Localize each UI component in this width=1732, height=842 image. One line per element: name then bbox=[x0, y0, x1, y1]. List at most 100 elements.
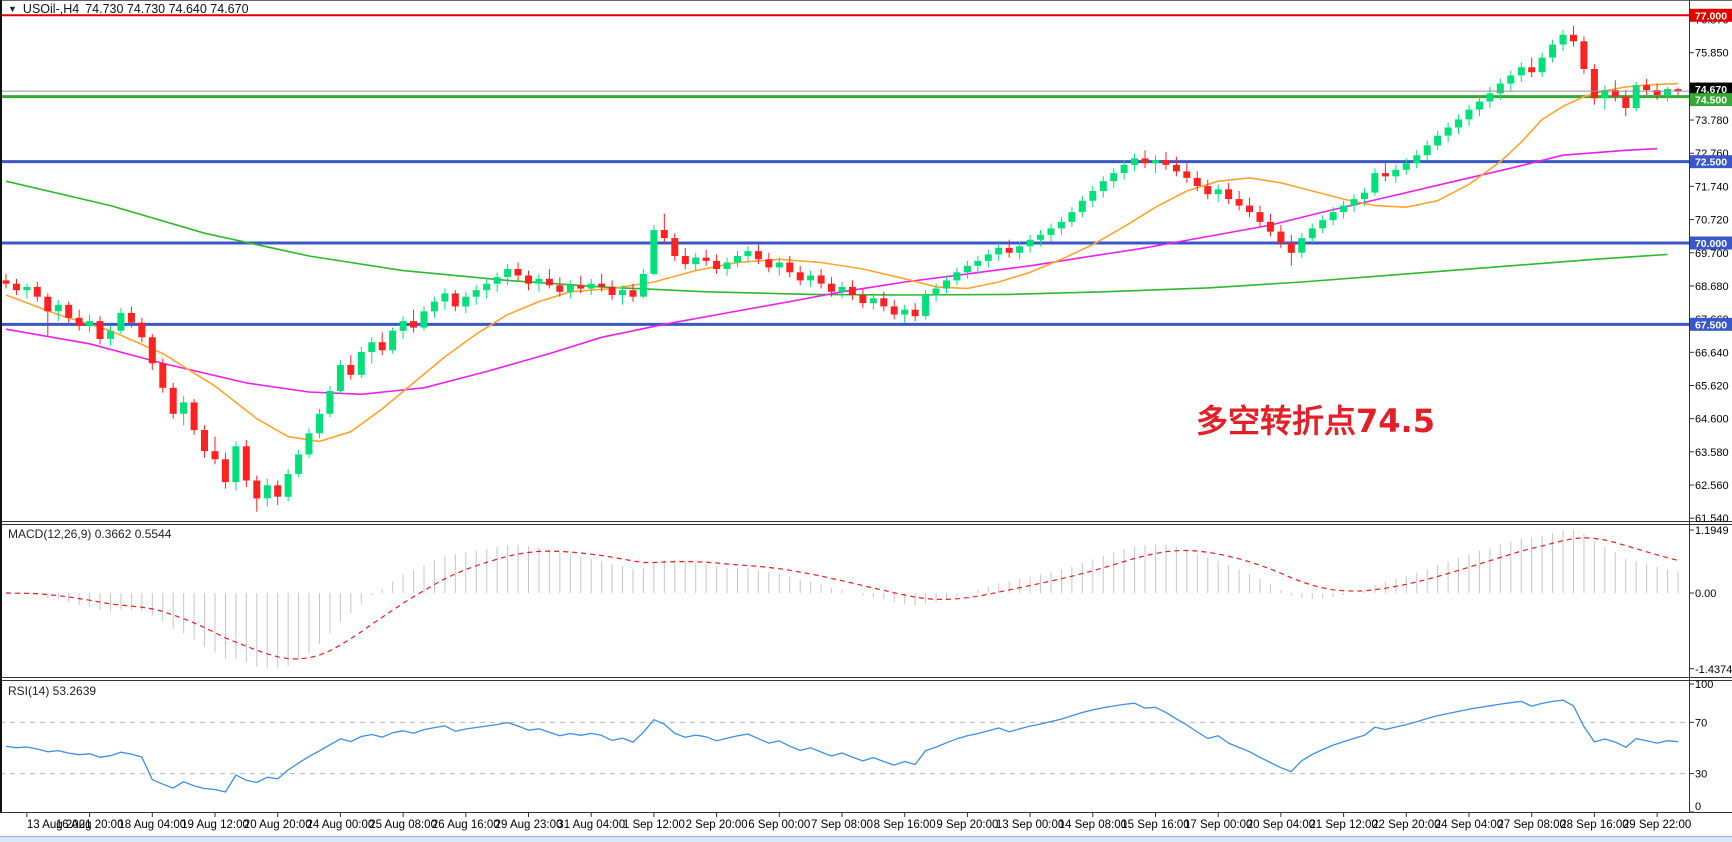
candle-body-bear bbox=[96, 321, 104, 339]
candle-body-bull bbox=[943, 280, 950, 289]
date-label: 16 Aug 20:00 bbox=[56, 819, 124, 831]
candle-body-bear bbox=[33, 286, 41, 297]
badge-77000[interactable] bbox=[1690, 8, 1732, 22]
candle-body-bull bbox=[1465, 109, 1473, 120]
candle-body-bull bbox=[504, 269, 512, 278]
candle-body-bear bbox=[1256, 212, 1264, 222]
candle-body-bull bbox=[566, 285, 574, 292]
macd-tick-label: 1.1949 bbox=[1695, 525, 1729, 537]
candle-body-bear bbox=[1287, 243, 1295, 253]
candle-body-bull bbox=[336, 365, 344, 391]
candle-body-bull bbox=[284, 474, 292, 497]
candle-body-bull bbox=[1413, 155, 1421, 164]
candle-body-bear bbox=[1622, 96, 1630, 108]
date-label: 27 Sep 08:00 bbox=[1497, 819, 1565, 831]
candle-body-bear bbox=[1277, 231, 1285, 243]
candle-body-bear bbox=[848, 286, 856, 295]
candle-body-bull bbox=[953, 272, 961, 281]
candle-body-bull bbox=[639, 273, 647, 297]
candle-body-bull bbox=[775, 262, 783, 268]
candle-body-bull bbox=[1517, 67, 1525, 76]
candle-body-bull bbox=[462, 296, 470, 307]
candle-body-bull bbox=[1664, 89, 1671, 95]
candle-body-bull bbox=[483, 283, 491, 291]
candle-body-bull bbox=[650, 230, 658, 274]
candle-body-bull bbox=[1319, 220, 1327, 229]
candle-body-bear bbox=[65, 304, 73, 318]
price-tick-label: 70.720 bbox=[1695, 215, 1729, 227]
price-tick-label: 73.780 bbox=[1695, 115, 1729, 127]
badge-current-price[interactable] bbox=[1690, 82, 1732, 96]
date-label: 15 Sep 16:00 bbox=[1121, 819, 1189, 831]
candle-body-bull bbox=[1402, 163, 1410, 170]
candle-body-bull bbox=[1152, 160, 1159, 164]
candle-body-bear bbox=[556, 285, 564, 292]
candle-body-bull bbox=[922, 295, 930, 317]
candle-body-bull bbox=[1047, 228, 1055, 235]
price-tick-label: 65.620 bbox=[1695, 380, 1729, 392]
candle-body-bear bbox=[242, 446, 250, 481]
date-label: 2 Sep 20:00 bbox=[686, 819, 748, 831]
rsi-indicator-label: RSI(14) 53.2639 bbox=[8, 684, 97, 698]
date-label: 24 Sep 04:00 bbox=[1435, 819, 1503, 831]
symbol-dropdown-icon[interactable]: ▼ bbox=[8, 3, 17, 14]
candle-body-bear bbox=[859, 295, 867, 304]
candle-body-bull bbox=[472, 290, 480, 297]
candle-body-bear bbox=[201, 430, 208, 452]
candle-body-bear bbox=[2, 280, 10, 284]
candle-body-bear bbox=[671, 238, 679, 256]
candle-body-bear bbox=[1381, 173, 1389, 177]
date-label: 19 Aug 12:00 bbox=[181, 819, 249, 831]
badge-70000[interactable] bbox=[1690, 236, 1732, 250]
candle-body-bull bbox=[54, 304, 62, 312]
candle-body-bear bbox=[190, 402, 198, 431]
chart-text-annotation[interactable]: 多空转折点74.5 bbox=[1196, 402, 1435, 440]
date-label: 13 Aug 2021 bbox=[27, 819, 92, 831]
candle-body-bear bbox=[378, 342, 386, 351]
candle-body-bull bbox=[984, 254, 992, 261]
candle-body-bear bbox=[817, 275, 825, 284]
candle-body-bear bbox=[138, 322, 146, 338]
candle-body-bear bbox=[1183, 171, 1191, 178]
badge-67500[interactable] bbox=[1690, 317, 1732, 331]
candle-body-bull bbox=[23, 286, 31, 291]
candle-body-bear bbox=[608, 286, 616, 295]
macd-signal-line bbox=[5, 537, 1679, 660]
date-label: 29 Aug 23:00 bbox=[495, 819, 563, 831]
candle-body-bear bbox=[660, 230, 668, 239]
candle-body-bear bbox=[1674, 89, 1682, 92]
candle-body-bear bbox=[1005, 247, 1013, 253]
candle-body-bull bbox=[1475, 101, 1483, 110]
candle-body-bull bbox=[430, 301, 438, 312]
candle-body-bull bbox=[389, 330, 397, 351]
candle-body-bear bbox=[127, 312, 135, 323]
date-label: 8 Sep 16:00 bbox=[874, 819, 936, 831]
candle-body-bear bbox=[786, 262, 794, 273]
badge-74500[interactable] bbox=[1690, 93, 1732, 107]
badge-72500[interactable] bbox=[1690, 155, 1732, 169]
candle-body-bull bbox=[1026, 239, 1034, 247]
candle-body-bear bbox=[702, 257, 710, 261]
candle-body-bear bbox=[828, 283, 835, 292]
badge-current-price-text: 74.670 bbox=[1695, 84, 1727, 96]
candle-body-bull bbox=[1099, 181, 1107, 191]
candle-body-bull bbox=[1455, 119, 1462, 128]
date-label: 22 Sep 20:00 bbox=[1372, 819, 1440, 831]
candle-body-bull bbox=[901, 309, 909, 315]
date-label: 31 Aug 04:00 bbox=[557, 819, 625, 831]
date-label: 13 Sep 00:00 bbox=[996, 819, 1064, 831]
candle-body-bull bbox=[1507, 75, 1515, 84]
candle-body-bull bbox=[1350, 199, 1358, 206]
candle-body-bear bbox=[911, 309, 919, 317]
badge-72500-text: 72.500 bbox=[1695, 157, 1727, 169]
price-tick-label: 66.640 bbox=[1695, 347, 1729, 359]
candle-body-bull bbox=[692, 257, 700, 265]
date-label: 20 Sep 04:00 bbox=[1247, 819, 1315, 831]
candle-body-bull bbox=[263, 485, 271, 499]
price-tick-label: 64.600 bbox=[1695, 414, 1729, 426]
candle-body-bull bbox=[1329, 212, 1337, 221]
candle-body-bear bbox=[545, 278, 553, 286]
candle-body-bear bbox=[221, 459, 229, 483]
